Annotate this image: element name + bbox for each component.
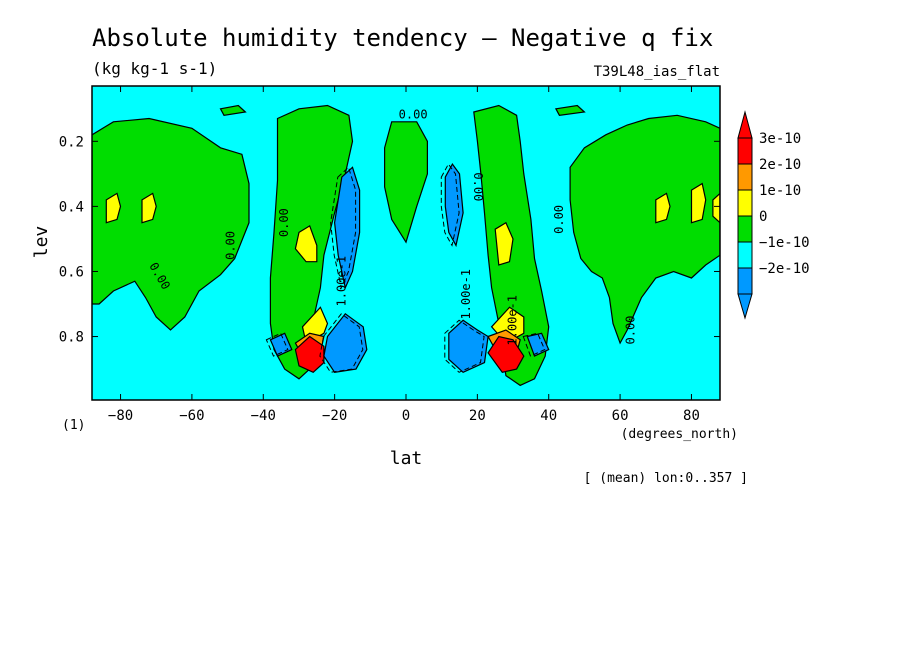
contour-region — [384, 121, 428, 244]
legend-swatch — [737, 137, 753, 165]
contour-region — [323, 312, 368, 373]
legend-swatch — [737, 267, 753, 295]
x-tick-label: 20 — [469, 408, 486, 424]
contour-region — [712, 192, 720, 224]
contour-region — [569, 114, 720, 345]
contour-label: 1.00e-1 — [334, 256, 348, 307]
chart-title: Absolute humidity tendency — Negative q … — [92, 24, 713, 52]
contour-region — [494, 221, 514, 266]
x-axis-units: (degrees_north) — [621, 427, 738, 442]
contour-region — [655, 192, 671, 224]
contour-label: 1.00e-1 — [506, 295, 520, 346]
legend-label: 3e-10 — [759, 131, 801, 147]
negative-contour-line — [440, 163, 460, 247]
y-axis-label: lev — [31, 226, 52, 259]
contour-region — [294, 225, 318, 263]
y-tick-label: 0.6 — [59, 264, 84, 280]
y-tick-label: 0.2 — [59, 134, 84, 150]
contour-label: 0.00 — [224, 231, 238, 260]
legend-label: −2e-10 — [759, 261, 810, 277]
negative-contour-line — [319, 313, 364, 373]
contour-region — [219, 104, 247, 116]
contour-region — [554, 104, 586, 116]
x-tick-label: −80 — [108, 408, 133, 424]
contour-labels: 0.000.000.000.000.000.000.001.00e-1 1.00e… — [146, 108, 637, 346]
contour-region — [487, 335, 525, 373]
contour-region — [92, 117, 250, 331]
legend-swatch — [737, 163, 753, 191]
contour-label: 0.00 — [277, 208, 291, 237]
contour-region — [333, 166, 361, 290]
legend-label: 0 — [759, 209, 767, 225]
negative-contour-line — [444, 319, 485, 373]
legend-swatch — [737, 241, 753, 269]
x-tick-label: 40 — [540, 408, 557, 424]
x-tick-label: 80 — [683, 408, 700, 424]
contour-label: 0.00 — [399, 108, 428, 122]
x-axis: −80 −60 −40 −20 0 20 40 60 80 — [108, 86, 700, 424]
averaging-footer: [ (mean) lon:0..357 ] — [584, 471, 748, 486]
contour-region — [105, 192, 122, 224]
y-axis: 0.2 0.4 0.6 0.8 — [59, 134, 720, 346]
contour-region — [690, 182, 707, 224]
negative-contour-line — [265, 332, 289, 357]
contour-lines — [265, 163, 546, 373]
chart-units: (kg kg-1 s-1) — [92, 59, 217, 78]
contour-label: 1.00e-1 — [459, 269, 473, 320]
y-tick-label: 0.4 — [59, 199, 84, 215]
x-tick-label: −20 — [322, 408, 347, 424]
contour-label: 0.00 — [471, 172, 485, 201]
y-tick-label: 0.8 — [59, 330, 84, 346]
x-tick-label: 0 — [402, 408, 410, 424]
contour-region — [444, 162, 464, 248]
contour-region — [141, 192, 157, 224]
legend-label: 2e-10 — [759, 157, 801, 173]
legend-label: −1e-10 — [759, 235, 810, 251]
legend-swatch — [737, 215, 753, 243]
y-axis-units: (1) — [62, 418, 85, 433]
negative-contour-line — [522, 332, 546, 357]
contour-label: 0.00 — [552, 205, 566, 234]
run-label: T39L48_ias_flat — [594, 64, 720, 80]
legend-label: 1e-10 — [759, 183, 801, 199]
legend-swatch — [737, 189, 753, 217]
x-tick-label: 60 — [612, 408, 629, 424]
x-tick-label: −60 — [179, 408, 204, 424]
legend-arrow-bottom — [737, 293, 753, 320]
legend-arrow-top — [737, 110, 753, 139]
x-axis-label: lat — [390, 448, 423, 469]
contour-fills — [92, 104, 720, 387]
contour-label: 0.00 — [623, 316, 637, 345]
negative-contour-line — [330, 166, 357, 290]
color-legend: 3e-10 2e-10 1e-10 0 −1e-10 −2e-10 — [737, 110, 810, 320]
x-tick-label: −40 — [251, 408, 276, 424]
